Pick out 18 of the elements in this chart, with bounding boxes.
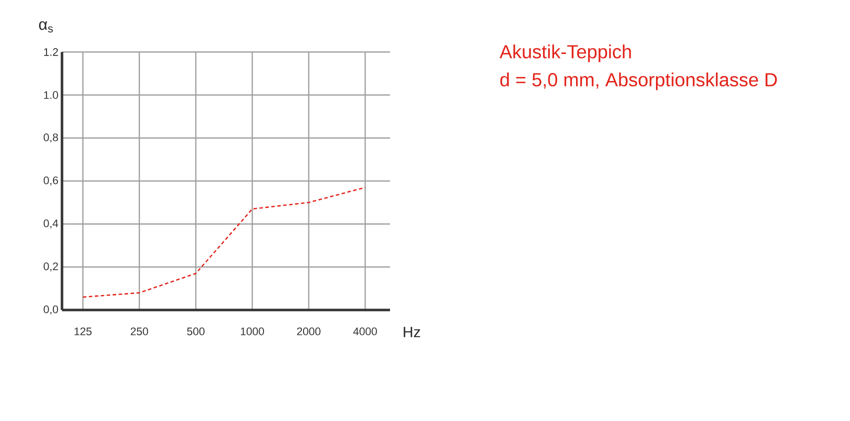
y-tick-label: 0,8 [44, 133, 58, 143]
y-axis-title: α$_{s}$ [39, 21, 53, 32]
line-series [82, 186, 366, 298]
x-tick-label: 1000 [240, 328, 264, 336]
y-tick-label: 1.2 [44, 48, 58, 56]
y-tick-label: 0,2 [44, 262, 58, 272]
y-tick-label: 0,4 [44, 219, 58, 229]
x-tick-label: 2000 [297, 328, 320, 336]
x-tick-label: 125 [74, 328, 92, 336]
x-tick-label: 250 [130, 328, 148, 336]
y-tick-label: 0,6 [44, 176, 58, 186]
x-tick-label: 4000 [353, 328, 377, 336]
y-tick-label: 1.0 [44, 91, 58, 99]
text: Akustik-Teppich [500, 44, 631, 62]
x-tick-label: 500 [187, 328, 205, 336]
text: d = 5,0 mm, Absorptionsklasse D [500, 72, 777, 90]
y-tick-label: 0,0 [44, 305, 58, 315]
x-axis-title: Hz [404, 326, 420, 338]
